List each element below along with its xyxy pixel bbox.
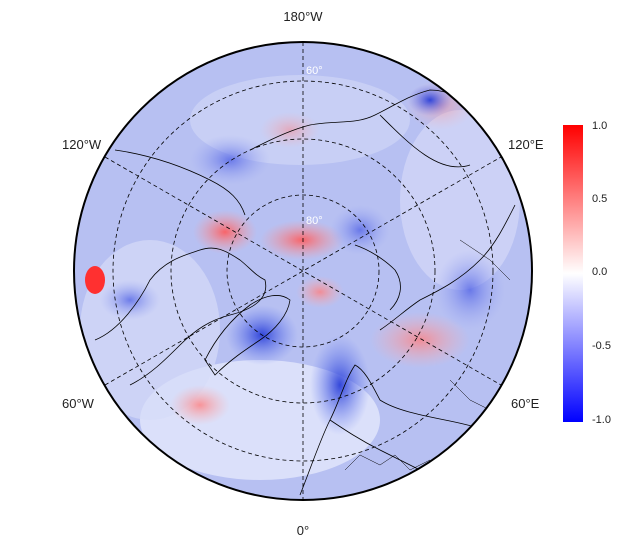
colorbar-tick-min: -1.0 — [592, 414, 611, 426]
colorbar-tick-max: 1.0 — [592, 120, 608, 132]
lon-label-top: 180°W — [283, 9, 323, 24]
field-layer — [74, 42, 532, 500]
colorbar-tick-neg-half: -0.5 — [592, 340, 611, 352]
lat-label-80: 80° — [306, 215, 323, 227]
lon-label-lower-left: 60°W — [62, 396, 94, 411]
graticule — [104, 42, 502, 500]
meridian-120-300 — [104, 156, 502, 386]
latitude-circle-70 — [170, 138, 436, 404]
meridian-60-240 — [104, 156, 502, 386]
latitude-circle-60 — [112, 80, 494, 462]
lon-label-upper-right: 120°E — [508, 137, 544, 152]
lon-label-bottom: 0° — [296, 523, 310, 538]
lon-label-lower-right: 60°E — [511, 396, 540, 411]
lat-label-60: 60° — [306, 65, 323, 77]
colorbar-tick-half: 0.5 — [592, 193, 608, 205]
colorbar-tick-zero: 0.0 — [592, 266, 608, 278]
colorbar — [563, 125, 583, 422]
map-boundary — [73, 41, 533, 501]
lon-label-upper-left: 120°W — [62, 137, 102, 152]
